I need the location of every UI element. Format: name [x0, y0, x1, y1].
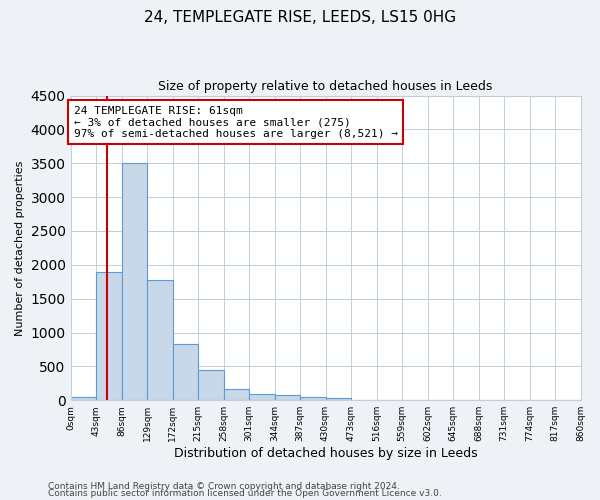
Y-axis label: Number of detached properties: Number of detached properties	[15, 160, 25, 336]
Bar	[300, 397, 326, 400]
Bar	[173, 344, 198, 400]
Text: 24, TEMPLEGATE RISE, LEEDS, LS15 0HG: 24, TEMPLEGATE RISE, LEEDS, LS15 0HG	[144, 10, 456, 25]
Bar	[198, 370, 224, 400]
Bar	[224, 390, 249, 400]
Bar	[249, 394, 275, 400]
Bar	[96, 272, 122, 400]
Bar	[122, 164, 147, 400]
Bar	[71, 397, 96, 400]
Text: 24 TEMPLEGATE RISE: 61sqm
← 3% of detached houses are smaller (275)
97% of semi-: 24 TEMPLEGATE RISE: 61sqm ← 3% of detach…	[74, 106, 398, 139]
Bar	[147, 280, 173, 400]
X-axis label: Distribution of detached houses by size in Leeds: Distribution of detached houses by size …	[174, 447, 478, 460]
Text: Contains public sector information licensed under the Open Government Licence v3: Contains public sector information licen…	[48, 490, 442, 498]
Title: Size of property relative to detached houses in Leeds: Size of property relative to detached ho…	[158, 80, 493, 93]
Bar	[326, 398, 351, 400]
Bar	[275, 396, 300, 400]
Text: Contains HM Land Registry data © Crown copyright and database right 2024.: Contains HM Land Registry data © Crown c…	[48, 482, 400, 491]
